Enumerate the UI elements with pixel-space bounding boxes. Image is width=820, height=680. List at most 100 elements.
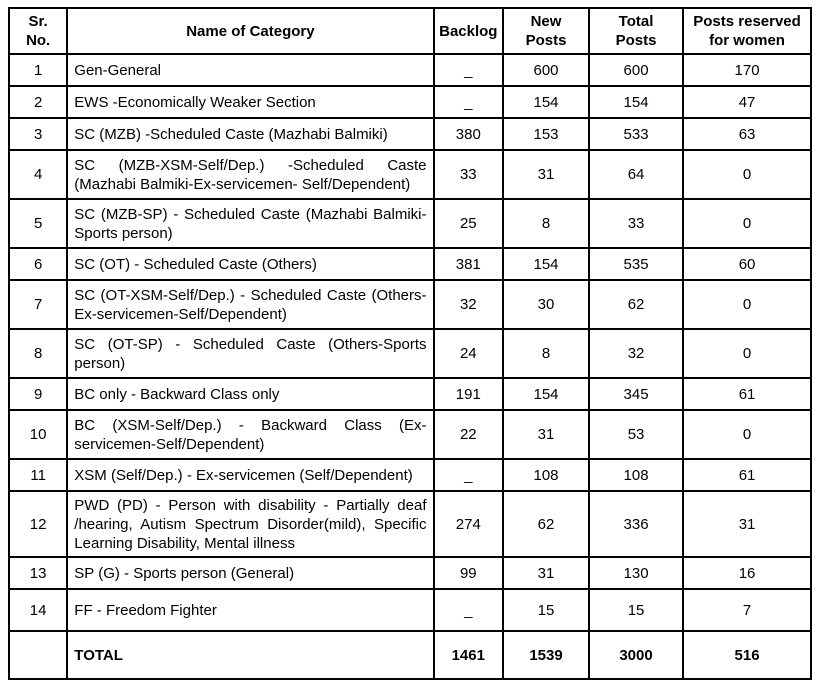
table-row: 10 BC (XSM-Self/Dep.) - Backward Class (… [7, 409, 812, 460]
cell-total-posts: 535 [587, 247, 685, 281]
cell-category-name: SC (OT-XSM-Self/Dep.) - Scheduled Caste … [66, 279, 435, 330]
cell-category-name: BC only - Backward Class only [66, 377, 435, 411]
cell-posts-women: 0 [682, 198, 812, 249]
header-category-name: Name of Category [66, 7, 435, 55]
cell-backlog: _ [432, 588, 505, 632]
cell-sr-no: 12 [7, 490, 69, 558]
table-row: 12 PWD (PD) - Person with disability - P… [7, 490, 812, 558]
cell-total-posts: 53 [587, 409, 685, 460]
cell-new-posts: 31 [502, 556, 590, 590]
cell-backlog: 381 [432, 247, 505, 281]
cell-sr-no: 9 [7, 377, 69, 411]
cell-total-posts: 533 [587, 117, 685, 151]
cell-posts-women: 0 [682, 328, 812, 379]
table-row: 13 SP (G) - Sports person (General) 99 3… [7, 556, 812, 590]
cell-posts-women-total: 516 [682, 630, 812, 680]
cell-new-posts: 154 [502, 85, 590, 119]
table-row: 2 EWS -Economically Weaker Section _ 154… [7, 85, 812, 119]
table-body: 1 Gen-General _ 600 600 170 2 EWS -Econo… [7, 53, 812, 680]
cell-posts-women: 16 [682, 556, 812, 590]
cell-sr-no [7, 630, 69, 680]
cell-posts-women: 60 [682, 247, 812, 281]
cell-backlog: 274 [432, 490, 505, 558]
cell-total-posts: 62 [587, 279, 685, 330]
table-row: 3 SC (MZB) -Scheduled Caste (Mazhabi Bal… [7, 117, 812, 151]
header-new-posts: New Posts [502, 7, 590, 55]
total-row: TOTAL 1461 1539 3000 516 [7, 630, 812, 680]
cell-category-name: SC (OT) - Scheduled Caste (Others) [66, 247, 435, 281]
cell-new-posts: 8 [502, 328, 590, 379]
cell-total-posts: 15 [587, 588, 685, 632]
cell-total-posts: 154 [587, 85, 685, 119]
cell-category-name: SC (OT-SP) - Scheduled Caste (Others-Spo… [66, 328, 435, 379]
cell-sr-no: 5 [7, 198, 69, 249]
table-row: 11 XSM (Self/Dep.) - Ex-servicemen (Self… [7, 458, 812, 492]
cell-category-name: SC (MZB-XSM-Self/Dep.) -Scheduled Caste … [66, 149, 435, 200]
cell-new-posts: 8 [502, 198, 590, 249]
cell-sr-no: 3 [7, 117, 69, 151]
cell-backlog: 191 [432, 377, 505, 411]
cell-new-posts: 154 [502, 377, 590, 411]
cell-new-posts: 62 [502, 490, 590, 558]
cell-backlog: _ [432, 85, 505, 119]
table-row: 6 SC (OT) - Scheduled Caste (Others) 381… [7, 247, 812, 281]
cell-backlog: 32 [432, 279, 505, 330]
cell-sr-no: 7 [7, 279, 69, 330]
cell-sr-no: 11 [7, 458, 69, 492]
cell-new-posts: 15 [502, 588, 590, 632]
cell-new-posts: 154 [502, 247, 590, 281]
document-page: Sr. No. Name of Category Backlog New Pos… [7, 7, 812, 680]
cell-posts-women: 61 [682, 458, 812, 492]
cell-category-name: SP (G) - Sports person (General) [66, 556, 435, 590]
cell-new-posts: 153 [502, 117, 590, 151]
cell-sr-no: 13 [7, 556, 69, 590]
cell-total-posts: 336 [587, 490, 685, 558]
cell-total-label: TOTAL [66, 630, 435, 680]
table-row: 8 SC (OT-SP) - Scheduled Caste (Others-S… [7, 328, 812, 379]
cell-backlog: 25 [432, 198, 505, 249]
cell-sr-no: 8 [7, 328, 69, 379]
category-posts-table: Sr. No. Name of Category Backlog New Pos… [7, 7, 812, 680]
cell-posts-women: 170 [682, 53, 812, 87]
header-backlog: Backlog [432, 7, 505, 55]
table-row: 1 Gen-General _ 600 600 170 [7, 53, 812, 87]
cell-sr-no: 2 [7, 85, 69, 119]
cell-posts-women: 7 [682, 588, 812, 632]
cell-category-name: FF - Freedom Fighter [66, 588, 435, 632]
cell-posts-women: 0 [682, 149, 812, 200]
cell-total-posts: 64 [587, 149, 685, 200]
cell-posts-women: 0 [682, 409, 812, 460]
cell-category-name: XSM (Self/Dep.) - Ex-servicemen (Self/De… [66, 458, 435, 492]
cell-posts-women: 63 [682, 117, 812, 151]
cell-new-posts: 31 [502, 149, 590, 200]
cell-backlog: 99 [432, 556, 505, 590]
cell-new-posts-total: 1539 [502, 630, 590, 680]
cell-posts-women: 47 [682, 85, 812, 119]
table-header: Sr. No. Name of Category Backlog New Pos… [7, 7, 812, 55]
cell-sr-no: 4 [7, 149, 69, 200]
cell-category-name: PWD (PD) - Person with disability - Part… [66, 490, 435, 558]
header-row: Sr. No. Name of Category Backlog New Pos… [7, 7, 812, 55]
cell-category-name: Gen-General [66, 53, 435, 87]
header-total-posts: Total Posts [587, 7, 685, 55]
table-row: 14 FF - Freedom Fighter _ 15 15 7 [7, 588, 812, 632]
cell-total-posts: 33 [587, 198, 685, 249]
cell-backlog: 22 [432, 409, 505, 460]
cell-total-posts: 108 [587, 458, 685, 492]
cell-category-name: SC (MZB) -Scheduled Caste (Mazhabi Balmi… [66, 117, 435, 151]
cell-category-name: SC (MZB-SP) - Scheduled Caste (Mazhabi B… [66, 198, 435, 249]
header-sr-no: Sr. No. [7, 7, 69, 55]
cell-total-posts: 32 [587, 328, 685, 379]
cell-new-posts: 30 [502, 279, 590, 330]
cell-backlog: 380 [432, 117, 505, 151]
cell-posts-women: 0 [682, 279, 812, 330]
cell-backlog: _ [432, 53, 505, 87]
table-row: 5 SC (MZB-SP) - Scheduled Caste (Mazhabi… [7, 198, 812, 249]
cell-category-name: BC (XSM-Self/Dep.) - Backward Class (Ex-… [66, 409, 435, 460]
cell-total-posts: 345 [587, 377, 685, 411]
cell-new-posts: 600 [502, 53, 590, 87]
cell-sr-no: 6 [7, 247, 69, 281]
cell-backlog: 33 [432, 149, 505, 200]
cell-posts-women: 61 [682, 377, 812, 411]
cell-backlog-total: 1461 [432, 630, 505, 680]
